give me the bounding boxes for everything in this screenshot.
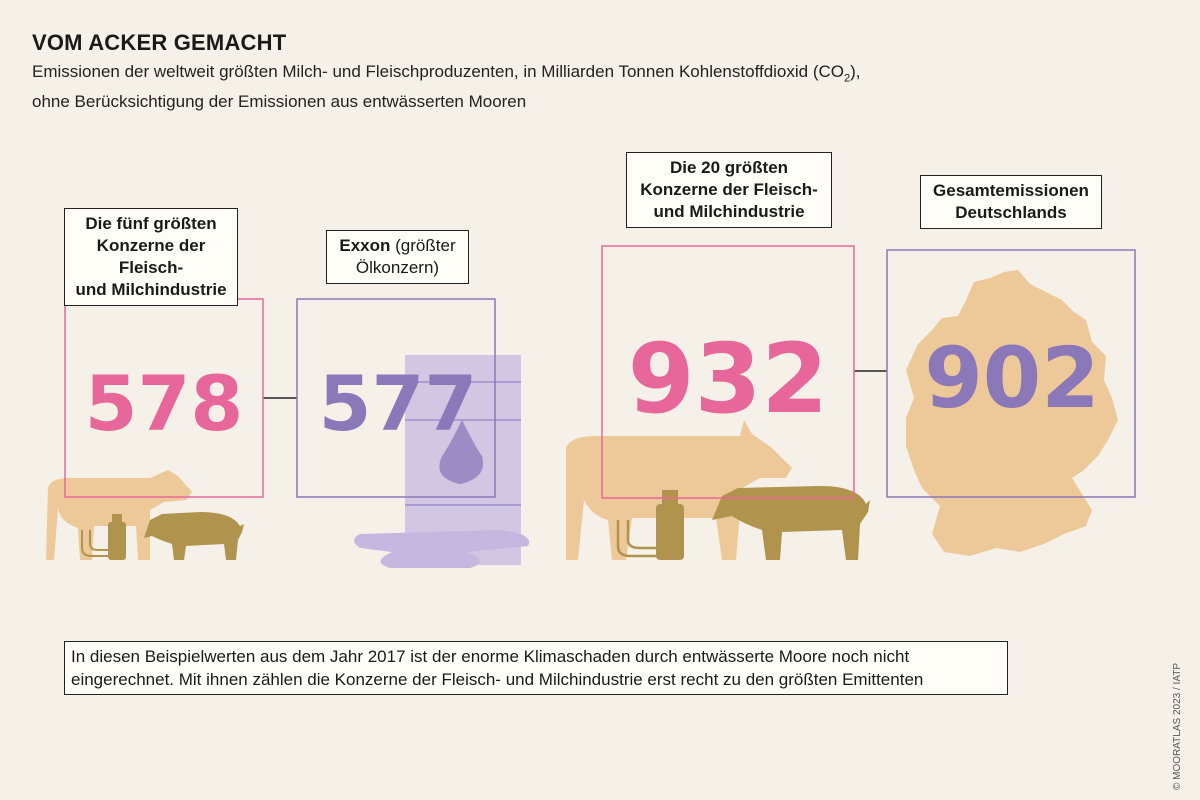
milk-bottle-icon-large [656, 490, 684, 560]
label-top20: Die 20 größten Konzerne der Fleisch- und… [626, 152, 832, 228]
page-subtitle: Emissionen der weltweit größten Milch- u… [32, 60, 1032, 114]
subtitle-line1: Emissionen der weltweit größten Milch- u… [32, 62, 861, 85]
milking-tubes-small [81, 530, 108, 557]
credit-text: © MOORATLAS 2023 / IATP [1172, 662, 1183, 790]
value-germany: 902 [924, 329, 1099, 427]
label-germany: Gesamtemissionen Deutschlands [920, 175, 1102, 229]
value-exxon: 577 [319, 359, 478, 448]
milking-tubes-large [616, 520, 656, 558]
value-top20: 932 [628, 323, 828, 435]
label-exxon: Exxon (größter Ölkonzern) [326, 230, 469, 284]
cow-icon-large [566, 420, 792, 560]
label-top5: Die fünf größten Konzerne der Fleisch- u… [64, 208, 238, 306]
oil-drop-icon [439, 420, 484, 484]
germany-map-icon [906, 270, 1118, 556]
milk-bottle-icon-small [108, 514, 126, 560]
pig-icon-large [712, 486, 870, 560]
value-top5: 578 [85, 359, 244, 448]
box-germany [886, 249, 1136, 498]
footnote: In diesen Beispielwerten aus dem Jahr 20… [64, 641, 1008, 695]
box-exxon [296, 298, 496, 498]
box-top20 [601, 245, 855, 499]
pig-icon-small [144, 512, 244, 560]
page-title: VOM ACKER GEMACHT [32, 30, 287, 55]
subtitle-line2: ohne Berücksichtigung der Emissionen aus… [32, 92, 527, 112]
oil-puddle-icon [354, 530, 530, 568]
